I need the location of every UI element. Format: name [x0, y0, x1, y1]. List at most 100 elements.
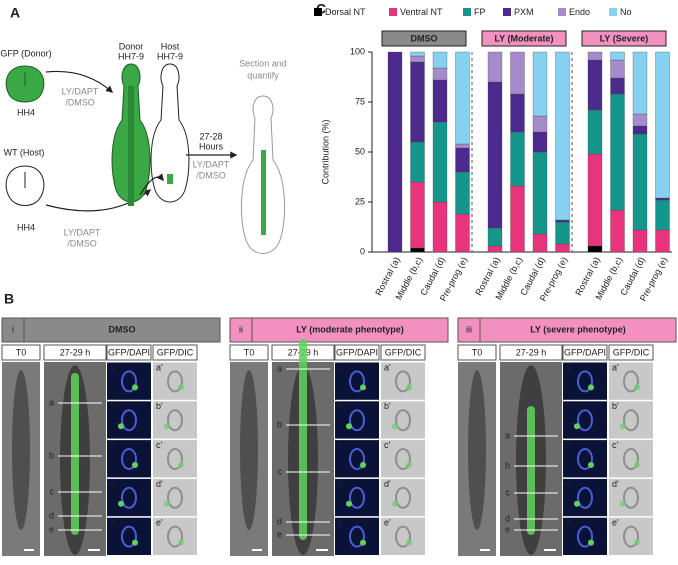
section-level-label: c [278, 466, 283, 476]
legend-label: Ventral NT [400, 7, 443, 17]
panel-label: A [10, 5, 20, 21]
gfp-cells [360, 462, 366, 468]
bar-segment [532, 51, 548, 117]
dic-image [609, 478, 653, 517]
gfp-cells [588, 384, 594, 391]
treatment: LY/DAPT [193, 159, 230, 169]
neural-tube-section [121, 409, 137, 432]
dapi-image [335, 362, 379, 400]
section-label: e' [156, 518, 163, 528]
bar-segment [410, 51, 425, 57]
column-header [562, 344, 608, 361]
bar-segment [610, 77, 625, 95]
host-embryo [150, 63, 190, 203]
section-label: e [338, 518, 343, 528]
column-header [380, 344, 426, 361]
section-level-label: e [49, 524, 54, 534]
bar-segment [487, 81, 503, 229]
gfp-cells [620, 500, 626, 507]
subpanel-title: DMSO [109, 324, 136, 334]
bar-segment [587, 51, 603, 61]
section-level-label: c [506, 487, 511, 497]
neural-tube-section [349, 448, 365, 470]
bar-segment [555, 51, 570, 221]
donor-label: GFP (Donor) [0, 48, 51, 58]
bar-segment [632, 229, 648, 253]
gfp-cells [634, 462, 640, 468]
section-label: e' [612, 518, 619, 528]
group-header [381, 30, 467, 47]
column-header [229, 344, 269, 361]
legend-swatch [503, 8, 511, 16]
bar-segment [410, 141, 425, 183]
gfp-cells [574, 500, 580, 507]
incubation: 27-28 [199, 131, 222, 141]
bar-segment [510, 185, 525, 253]
bar-segment [532, 233, 548, 253]
gfp-cells [178, 384, 184, 391]
section-level-label: c [50, 486, 55, 496]
group-header [581, 30, 667, 47]
subpanel-title-bar [457, 317, 677, 343]
section-level-label: e [505, 524, 510, 534]
neural-tube-section [167, 525, 183, 548]
neural-tube-section [349, 486, 365, 509]
dic-image [609, 401, 653, 439]
neural-tube-section [577, 486, 593, 509]
neural-tube-section [623, 525, 639, 548]
bar-segment [432, 121, 448, 203]
gfp-cells [392, 423, 398, 430]
dic-image [381, 362, 425, 400]
bar-segment [555, 243, 570, 253]
neural-tube-section [395, 525, 411, 548]
legend-swatch [558, 8, 566, 16]
neural-tube-section [167, 486, 183, 509]
bar-segment [410, 55, 425, 63]
subpanel-title-bar [1, 317, 221, 343]
section-level-label: a [505, 430, 510, 440]
legend-label: PXM [514, 7, 534, 17]
section-label: d' [612, 479, 619, 489]
gfp-cells [178, 539, 184, 546]
dapi-image [335, 401, 379, 439]
gfp-cells [360, 384, 366, 391]
bar-segment [632, 51, 648, 115]
column-header-label: GFP/DIC [157, 347, 194, 357]
section-label: a [110, 362, 115, 372]
gfp-cells [132, 384, 138, 391]
bar-segment [587, 245, 603, 253]
dapi-image [335, 517, 379, 555]
section-label: b [566, 401, 571, 411]
dic-image [153, 478, 197, 517]
t0-embryo [240, 370, 258, 530]
bar-segment [532, 115, 548, 133]
neural-tube [128, 86, 134, 206]
section-label: a' [384, 362, 391, 372]
analysis: quantify [247, 70, 279, 80]
group-header [481, 30, 567, 47]
legend-swatch [463, 8, 471, 16]
bar-segment [410, 247, 425, 253]
column-header-label: T0 [16, 347, 27, 357]
gfp-cells [132, 462, 138, 468]
legend-swatch [389, 8, 397, 16]
bar-segment [655, 229, 670, 253]
bar-segment [455, 51, 470, 145]
neural-tube-section [349, 409, 365, 432]
gfp-cells [588, 462, 594, 468]
dapi-image [563, 362, 607, 400]
gfp-cells [620, 423, 626, 430]
section-label: c [110, 440, 115, 450]
gfp-cells [588, 539, 594, 546]
section-label: d' [156, 479, 163, 489]
section-label: a' [156, 362, 163, 372]
bar-segment [632, 133, 648, 231]
gfp-cells [164, 423, 170, 430]
subpanel-numeral: ii [239, 324, 243, 334]
dic-image [153, 440, 197, 478]
dic-image [609, 517, 653, 555]
neural-tube-section [167, 370, 183, 393]
section-level-label: b [505, 460, 510, 470]
dic-image [153, 517, 197, 555]
bar-segment [487, 245, 503, 253]
